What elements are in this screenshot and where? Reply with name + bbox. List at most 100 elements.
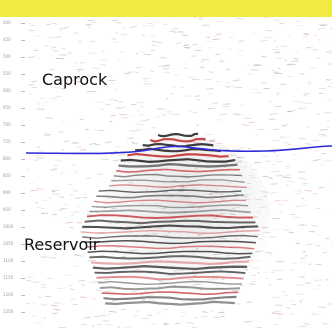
noise-stroke — [58, 54, 67, 56]
noise-stroke — [115, 32, 118, 34]
noise-stroke — [296, 293, 305, 295]
noise-stroke — [49, 143, 53, 145]
noise-stroke — [301, 224, 309, 226]
noise-stroke — [44, 133, 52, 135]
noise-stroke — [319, 24, 328, 26]
noise-stroke — [95, 143, 101, 146]
noise-stroke — [86, 25, 92, 27]
noise-stroke — [52, 312, 59, 315]
reflector-trace — [82, 234, 258, 239]
noise-stroke — [268, 236, 277, 238]
noise-stroke — [304, 143, 312, 145]
axis-tick-label: 600 — [3, 88, 11, 93]
noise-stroke — [307, 47, 310, 49]
reflector-trace — [118, 162, 238, 168]
axis-tick-mark — [21, 108, 25, 109]
noise-stroke — [90, 40, 96, 43]
noise-stroke — [313, 313, 322, 316]
reflector-trace — [109, 184, 247, 189]
noise-stroke — [192, 43, 198, 46]
axis-tick-label: 550 — [3, 71, 11, 76]
noise-stroke — [274, 19, 282, 22]
axis-tick-mark — [21, 295, 25, 296]
reflector-trace — [98, 280, 242, 286]
noise-stroke — [276, 57, 282, 59]
noise-stroke — [69, 288, 74, 291]
noise-stroke — [217, 119, 223, 121]
reflector-trace — [84, 219, 256, 225]
seismic-reflectors — [80, 132, 260, 306]
noise-stroke — [62, 85, 67, 87]
reflector-trace — [113, 173, 243, 178]
noise-stroke — [94, 280, 102, 283]
noise-stroke — [215, 20, 224, 23]
reflector-trace — [85, 245, 255, 250]
noise-stroke — [31, 55, 38, 58]
noise-stroke — [37, 103, 41, 105]
noise-stroke — [36, 146, 41, 148]
noise-stroke — [84, 19, 89, 21]
noise-stroke — [272, 139, 280, 142]
noise-stroke — [103, 181, 106, 184]
noise-stroke — [299, 299, 304, 301]
noise-stroke — [232, 113, 240, 115]
noise-stroke — [89, 90, 97, 93]
reflector-trace — [157, 132, 199, 138]
noise-stroke — [36, 206, 40, 209]
noise-stroke — [149, 299, 156, 301]
noise-stroke — [28, 84, 34, 86]
noise-stroke — [95, 211, 100, 213]
noise-stroke — [40, 244, 49, 246]
noise-stroke — [34, 35, 41, 37]
noise-stroke — [271, 163, 275, 166]
noise-stroke — [100, 59, 108, 61]
noise-stroke — [110, 153, 115, 155]
noise-stroke — [129, 130, 138, 132]
axis-tick-mark — [21, 210, 25, 211]
noise-stroke — [288, 110, 296, 112]
noise-stroke — [282, 176, 291, 179]
noise-stroke — [268, 284, 272, 286]
noise-stroke — [114, 22, 122, 24]
axis-tick-label: 900 — [3, 190, 11, 195]
reflector-trace — [89, 255, 251, 260]
noise-stroke — [135, 66, 142, 69]
noise-stroke — [152, 45, 156, 47]
reflector-trace — [99, 285, 241, 291]
reflector-trace — [98, 189, 242, 194]
noise-stroke — [53, 87, 60, 89]
noise-stroke — [279, 45, 287, 48]
noise-stroke — [77, 242, 82, 244]
noise-stroke — [286, 110, 292, 113]
noise-stroke — [87, 26, 91, 29]
noise-stroke — [59, 302, 63, 304]
noise-stroke — [72, 190, 78, 192]
noise-stroke — [295, 242, 300, 245]
noise-stroke — [35, 154, 41, 156]
noise-stroke — [40, 97, 47, 99]
noise-stroke — [179, 315, 185, 317]
axis-tick-label: 1050 — [3, 241, 14, 246]
noise-stroke — [299, 73, 305, 75]
noise-stroke — [275, 160, 283, 163]
noise-stroke — [232, 79, 240, 82]
noise-stroke — [278, 317, 283, 319]
title-banner — [0, 0, 332, 17]
noise-stroke — [193, 317, 198, 319]
noise-stroke — [163, 23, 167, 25]
noise-stroke — [154, 116, 161, 118]
noise-stroke — [289, 300, 295, 302]
depth-axis: 400 450 500 550 600 650 700 750 800 850 900 950 1000… — [0, 17, 26, 328]
noise-stroke — [283, 229, 290, 231]
noise-stroke — [58, 208, 63, 211]
noise-stroke — [220, 302, 224, 305]
noise-stroke — [58, 131, 63, 133]
noise-stroke — [174, 74, 180, 76]
noise-stroke — [56, 57, 65, 60]
noise-stroke — [204, 79, 212, 81]
axis-tick-label: 500 — [3, 54, 11, 59]
noise-stroke — [49, 98, 58, 100]
noise-stroke — [311, 159, 318, 162]
axis-tick-mark — [21, 57, 25, 58]
axis-tick-mark — [21, 244, 25, 245]
